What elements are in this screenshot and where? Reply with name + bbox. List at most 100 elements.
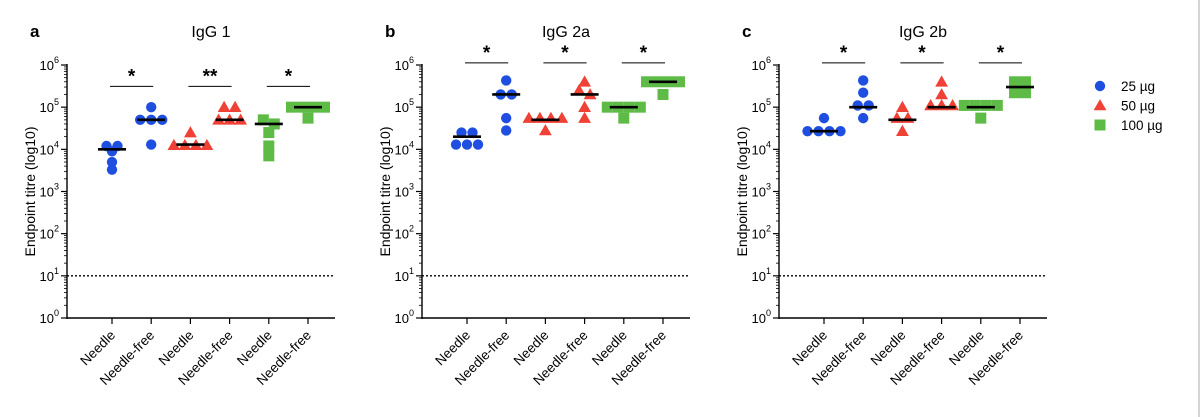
data-point	[263, 150, 275, 162]
data-point	[472, 139, 484, 150]
data-point	[106, 156, 118, 168]
y-tick-exponent: 6	[766, 55, 771, 65]
y-tick-label: 104	[752, 139, 771, 157]
y-tick-exponent: 3	[54, 182, 59, 192]
y-axis-label: Endpoint titre (log10)	[377, 127, 393, 257]
data-point	[106, 146, 118, 157]
data-point	[890, 111, 904, 123]
data-point	[674, 76, 685, 88]
y-tick-base: 10	[395, 269, 409, 284]
y-tick-base: 10	[752, 58, 766, 73]
y-tick-base: 10	[40, 142, 54, 157]
y-tick-base: 10	[395, 185, 409, 200]
y-tick-base: 10	[40, 269, 54, 284]
legend-label: 25 µg	[1121, 79, 1155, 94]
data-point	[802, 125, 813, 137]
data-point	[167, 138, 181, 151]
y-tick-exponent: 0	[409, 308, 414, 318]
data-point	[578, 111, 591, 123]
group-3	[570, 75, 599, 123]
data-point	[522, 111, 536, 123]
y-tick-label: 102	[40, 224, 59, 242]
data-point	[228, 100, 242, 112]
data-point	[1009, 87, 1020, 99]
group-0	[450, 127, 484, 150]
y-tick-base: 10	[752, 227, 766, 242]
data-point	[935, 88, 948, 100]
y-tick-exponent: 2	[409, 224, 414, 234]
group-4	[958, 99, 1003, 124]
data-point	[200, 138, 214, 151]
significance-label: *	[918, 43, 926, 64]
data-point	[657, 88, 669, 100]
y-tick-base: 10	[395, 142, 409, 157]
y-tick-exponent: 1	[766, 266, 771, 276]
group-1	[492, 75, 521, 136]
y-tick-base: 10	[40, 311, 54, 326]
chart-title: IgG 1	[191, 24, 230, 41]
legend-marker	[1094, 80, 1106, 92]
data-point	[980, 99, 992, 111]
y-tick-label: 100	[752, 308, 771, 326]
y-tick-label: 102	[752, 224, 771, 242]
y-tick-base: 10	[40, 100, 54, 115]
legend-marker	[1093, 99, 1107, 111]
y-tick-label: 101	[395, 266, 414, 284]
data-point	[539, 124, 552, 136]
significance-label: *	[128, 66, 136, 87]
data-point	[618, 112, 630, 124]
data-point	[852, 100, 863, 111]
y-tick-exponent: 0	[54, 308, 59, 318]
y-tick-label: 102	[395, 224, 414, 242]
y-tick-exponent: 5	[409, 97, 414, 107]
data-point	[863, 100, 874, 111]
y-tick-exponent: 0	[766, 308, 771, 318]
data-point	[286, 101, 297, 113]
significance-label: *	[640, 43, 648, 64]
y-tick-label: 106	[40, 55, 59, 73]
data-point	[835, 125, 846, 137]
group-2	[167, 126, 214, 151]
y-tick-exponent: 6	[54, 55, 59, 65]
data-point	[501, 112, 512, 124]
group-5	[641, 76, 685, 100]
group-5	[1006, 76, 1034, 99]
y-tick-base: 10	[752, 100, 766, 115]
data-point	[1009, 76, 1020, 88]
data-point	[184, 126, 197, 138]
significance-label: *	[483, 43, 491, 64]
data-point	[555, 111, 569, 123]
data-point	[450, 139, 462, 150]
group-4	[601, 101, 646, 124]
y-tick-label: 106	[752, 55, 771, 73]
y-tick-exponent: 4	[409, 139, 414, 149]
y-axis-label: Endpoint titre (log10)	[22, 127, 38, 257]
data-point	[544, 111, 558, 123]
legend-item: 50 µg	[1093, 99, 1155, 114]
y-tick-label: 103	[752, 182, 771, 200]
data-point	[634, 101, 646, 113]
data-point	[958, 99, 970, 111]
y-tick-label: 105	[395, 97, 414, 115]
y-tick-label: 103	[395, 182, 414, 200]
y-tick-base: 10	[752, 142, 766, 157]
group-3	[212, 100, 247, 125]
data-point	[578, 100, 591, 112]
y-tick-base: 10	[40, 227, 54, 242]
group-1	[849, 75, 878, 124]
y-tick-base: 10	[395, 58, 409, 73]
data-point	[946, 99, 959, 111]
y-tick-exponent: 3	[409, 182, 414, 192]
data-point	[572, 83, 586, 96]
data-point	[501, 125, 512, 136]
panel-label: b	[385, 22, 395, 41]
panel-label: a	[30, 22, 40, 41]
y-tick-label: 106	[395, 55, 414, 73]
y-tick-exponent: 3	[766, 182, 771, 192]
data-point	[578, 75, 591, 87]
y-tick-base: 10	[752, 311, 766, 326]
significance-label: *	[285, 66, 293, 87]
data-point	[935, 99, 948, 111]
